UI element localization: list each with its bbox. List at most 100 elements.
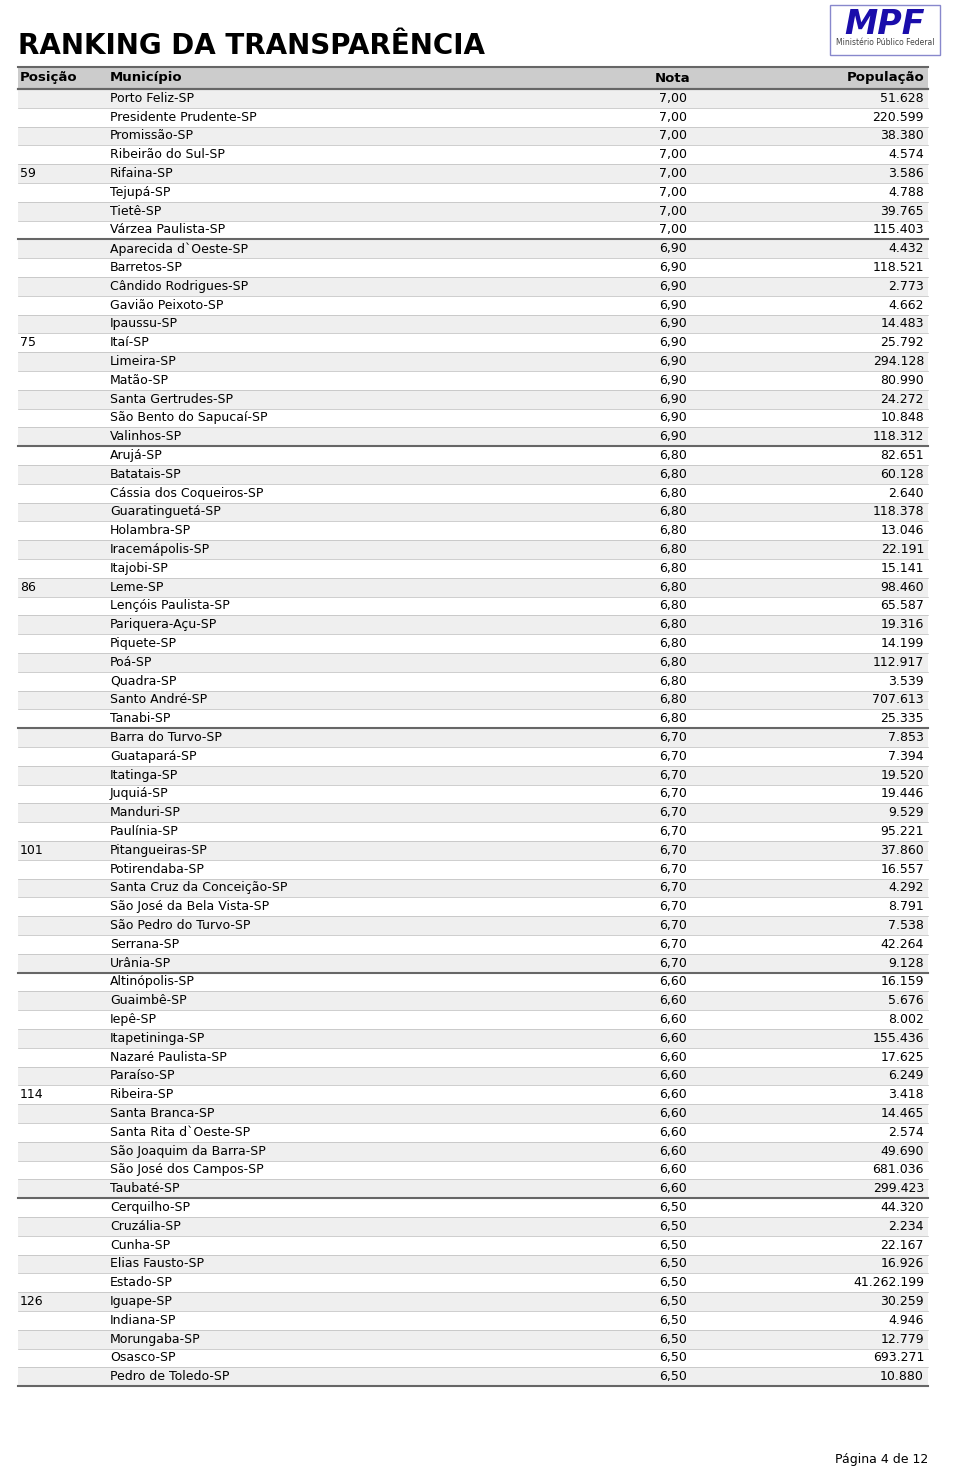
- Text: 7,00: 7,00: [659, 129, 687, 142]
- Text: Ministério Público Federal: Ministério Público Federal: [836, 38, 934, 47]
- Text: 114: 114: [20, 1088, 43, 1101]
- Text: 86: 86: [20, 580, 36, 593]
- Text: Santa Gertrudes-SP: Santa Gertrudes-SP: [110, 392, 233, 406]
- Text: 65.587: 65.587: [880, 599, 924, 613]
- Bar: [18, 333, 928, 352]
- Text: Página 4 de 12: Página 4 de 12: [835, 1453, 928, 1467]
- Text: Estado-SP: Estado-SP: [110, 1276, 173, 1289]
- Text: 3.586: 3.586: [888, 167, 924, 181]
- Text: 6,90: 6,90: [660, 411, 686, 425]
- Text: Cunha-SP: Cunha-SP: [110, 1239, 170, 1252]
- Text: 6,50: 6,50: [660, 1239, 687, 1252]
- Text: Tejupá-SP: Tejupá-SP: [110, 186, 170, 198]
- Text: 7.394: 7.394: [888, 750, 924, 762]
- Text: 6.249: 6.249: [889, 1070, 924, 1082]
- Text: 17.625: 17.625: [880, 1051, 924, 1064]
- Text: São José da Bela Vista-SP: São José da Bela Vista-SP: [110, 900, 269, 913]
- Text: 30.259: 30.259: [880, 1295, 924, 1308]
- Text: 44.320: 44.320: [880, 1202, 924, 1214]
- Text: Aparecida d`Oeste-SP: Aparecida d`Oeste-SP: [110, 243, 248, 256]
- Text: 6,80: 6,80: [660, 543, 687, 556]
- Text: 6,90: 6,90: [660, 336, 686, 349]
- Text: Indiana-SP: Indiana-SP: [110, 1314, 177, 1328]
- Bar: [18, 540, 928, 559]
- Bar: [18, 89, 928, 108]
- Text: 25.335: 25.335: [880, 712, 924, 725]
- Text: 6,70: 6,70: [660, 919, 687, 932]
- Bar: [18, 1067, 928, 1085]
- Text: 707.613: 707.613: [873, 694, 924, 706]
- Text: 6,50: 6,50: [660, 1202, 687, 1214]
- Text: 51.628: 51.628: [880, 92, 924, 105]
- Text: 16.926: 16.926: [880, 1258, 924, 1270]
- Text: 6,60: 6,60: [660, 1032, 686, 1045]
- Text: 681.036: 681.036: [873, 1163, 924, 1177]
- Bar: [18, 616, 928, 635]
- Text: 6,80: 6,80: [660, 580, 687, 593]
- Text: Lençóis Paulista-SP: Lençóis Paulista-SP: [110, 599, 229, 613]
- Bar: [18, 108, 928, 127]
- Text: Município: Município: [110, 71, 182, 84]
- Text: Leme-SP: Leme-SP: [110, 580, 164, 593]
- Bar: [18, 1048, 928, 1067]
- Bar: [18, 1180, 928, 1199]
- Bar: [18, 1255, 928, 1273]
- Text: Guaimbê-SP: Guaimbê-SP: [110, 995, 186, 1008]
- Bar: [18, 201, 928, 221]
- Text: 60.128: 60.128: [880, 468, 924, 481]
- Bar: [18, 1160, 928, 1180]
- Text: Posição: Posição: [20, 71, 78, 84]
- Text: 80.990: 80.990: [880, 374, 924, 386]
- Bar: [18, 577, 928, 596]
- Text: 7,00: 7,00: [659, 186, 687, 198]
- Text: Barra do Turvo-SP: Barra do Turvo-SP: [110, 731, 222, 744]
- Text: 7,00: 7,00: [659, 204, 687, 218]
- Text: 4.662: 4.662: [889, 299, 924, 312]
- Text: 6,90: 6,90: [660, 355, 686, 369]
- Bar: [18, 240, 928, 258]
- Bar: [18, 653, 928, 672]
- Text: 6,60: 6,60: [660, 1088, 686, 1101]
- Text: Cruzália-SP: Cruzália-SP: [110, 1220, 180, 1233]
- Text: 126: 126: [20, 1295, 43, 1308]
- Bar: [18, 1368, 928, 1387]
- Bar: [18, 879, 928, 897]
- Bar: [18, 1217, 928, 1236]
- Text: 4.946: 4.946: [889, 1314, 924, 1328]
- Text: 6,90: 6,90: [660, 280, 686, 293]
- Text: 112.917: 112.917: [873, 656, 924, 669]
- Text: 6,70: 6,70: [660, 863, 687, 876]
- Text: 6,80: 6,80: [660, 524, 687, 537]
- Text: 49.690: 49.690: [880, 1144, 924, 1157]
- Bar: [18, 1029, 928, 1048]
- Bar: [18, 1123, 928, 1141]
- Bar: [18, 221, 928, 240]
- Text: 7.538: 7.538: [888, 919, 924, 932]
- Text: 6,60: 6,60: [660, 1070, 686, 1082]
- Bar: [18, 728, 928, 747]
- Text: Poá-SP: Poá-SP: [110, 656, 153, 669]
- Text: 6,90: 6,90: [660, 374, 686, 386]
- Text: 118.312: 118.312: [873, 431, 924, 444]
- Text: Nota: Nota: [655, 71, 691, 84]
- Bar: [18, 1273, 928, 1292]
- Text: Ribeira-SP: Ribeira-SP: [110, 1088, 175, 1101]
- Bar: [18, 823, 928, 841]
- Text: 6,90: 6,90: [660, 318, 686, 330]
- Text: Morungaba-SP: Morungaba-SP: [110, 1332, 201, 1345]
- Text: 75: 75: [20, 336, 36, 349]
- Text: São Bento do Sapucaí-SP: São Bento do Sapucaí-SP: [110, 411, 268, 425]
- Bar: [18, 559, 928, 577]
- Text: 7,00: 7,00: [659, 148, 687, 161]
- Text: 3.418: 3.418: [888, 1088, 924, 1101]
- Text: 13.046: 13.046: [880, 524, 924, 537]
- Text: Cerquilho-SP: Cerquilho-SP: [110, 1202, 190, 1214]
- Text: 7,00: 7,00: [659, 92, 687, 105]
- Text: Ipaussu-SP: Ipaussu-SP: [110, 318, 178, 330]
- Text: 14.199: 14.199: [880, 636, 924, 650]
- Bar: [18, 1292, 928, 1311]
- Text: 6,80: 6,80: [660, 599, 687, 613]
- Text: Iepê-SP: Iepê-SP: [110, 1014, 157, 1026]
- Text: 6,80: 6,80: [660, 487, 687, 500]
- Text: 19.520: 19.520: [880, 768, 924, 781]
